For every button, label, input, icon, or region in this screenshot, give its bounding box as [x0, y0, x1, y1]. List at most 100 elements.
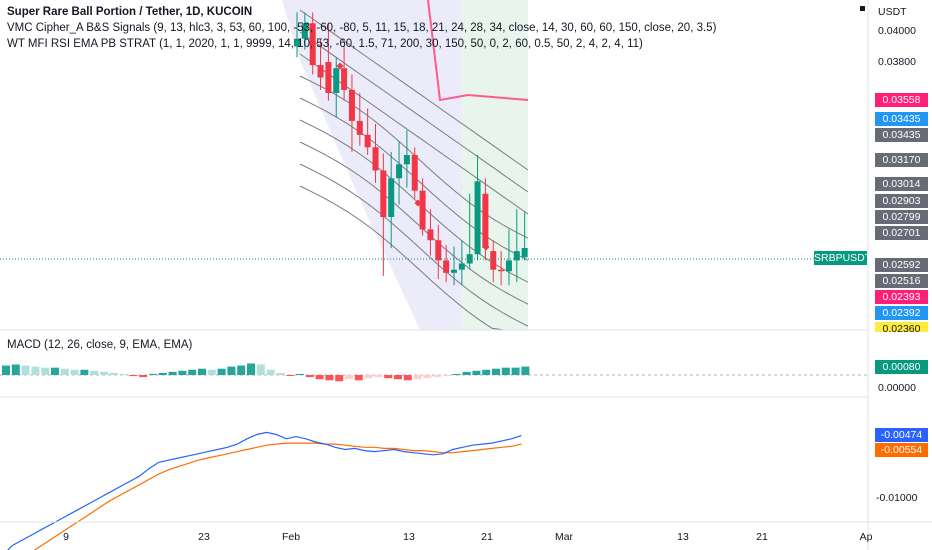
lower-tick: -0.01000 — [876, 492, 918, 504]
candlestick-series — [294, 12, 528, 286]
histogram-bar — [70, 369, 79, 375]
histogram-bar — [119, 373, 128, 375]
candle-body — [490, 251, 497, 270]
time-label: 13 — [677, 531, 689, 543]
histogram-bar — [139, 375, 148, 378]
currency-label[interactable]: USDT — [878, 6, 907, 18]
price-tag: 0.03435 — [875, 128, 928, 142]
histogram-bar — [296, 373, 304, 375]
histogram-bar — [158, 372, 167, 375]
indicator-legend-vmc[interactable]: VMC Cipher_A B&S Signals (9, 13, hlc3, 3… — [7, 22, 717, 34]
macd-histogram — [2, 363, 530, 382]
price-tag: 0.02393 — [875, 290, 928, 304]
time-label: 21 — [756, 531, 768, 543]
cipher-band-line — [299, 163, 529, 327]
candle-body — [309, 23, 316, 66]
histogram-bar — [129, 375, 138, 377]
histogram-bar — [51, 367, 59, 375]
histogram-bar — [472, 370, 481, 375]
macd-line — [7, 431, 522, 550]
cipher-band-line — [299, 141, 529, 305]
time-label: 13 — [403, 531, 415, 543]
candle-body — [443, 260, 450, 273]
histogram-bar — [501, 367, 510, 375]
histogram-bar — [335, 375, 344, 382]
candle-body — [505, 260, 512, 272]
sell-signal-diamond — [482, 243, 490, 251]
time-label: Mar — [554, 531, 574, 543]
histogram-bar — [90, 370, 99, 375]
candle-body — [482, 193, 489, 248]
candle-body — [451, 269, 457, 273]
candle-body — [435, 240, 442, 261]
cipher-band-line — [299, 185, 528, 331]
histogram-bar — [482, 369, 491, 375]
histogram-bar — [452, 373, 461, 375]
macd-legend[interactable]: MACD (12, 26, close, 9, EMA, EMA) — [7, 339, 193, 351]
price-tag: 0.02799 — [875, 210, 928, 224]
histogram-bar — [354, 375, 363, 381]
candle-body — [372, 147, 379, 171]
histogram-bar — [433, 375, 442, 378]
sell-signal-diamond — [336, 62, 344, 70]
histogram-bar — [60, 368, 69, 375]
candle-body — [466, 254, 473, 264]
histogram-bar — [325, 375, 334, 381]
cipher-band-line — [299, 31, 529, 193]
histogram-bar — [521, 366, 530, 375]
candle-body — [513, 251, 520, 261]
settings-dot-icon[interactable] — [860, 6, 865, 11]
candle-body — [341, 68, 348, 90]
sell-signal-diamond — [414, 199, 422, 207]
histogram-bar — [178, 370, 187, 375]
cipher-band-line — [299, 119, 529, 283]
macd-lines — [7, 431, 522, 550]
histogram-bar — [149, 373, 157, 375]
price-tag: 0.02701 — [875, 226, 928, 240]
price-tag: 0.02592 — [875, 258, 928, 272]
histogram-bar — [227, 366, 236, 375]
histogram-bar — [384, 375, 393, 379]
histogram-bar — [247, 363, 255, 375]
histogram-bar — [394, 375, 402, 380]
candle-body — [301, 23, 308, 39]
candle-body — [458, 263, 465, 270]
candle-body — [427, 229, 434, 241]
candle-body — [356, 120, 363, 135]
histogram-bar — [217, 368, 226, 375]
signal-line — [33, 442, 522, 550]
candle-body — [325, 62, 332, 93]
histogram-bar — [364, 375, 373, 379]
macd-line-tag: -0.00474 — [875, 428, 928, 442]
histogram-bar — [256, 364, 265, 375]
pink-band-line — [427, 0, 529, 102]
price-tag: 0.03558 — [875, 93, 928, 107]
time-label: 23 — [198, 531, 210, 543]
histogram-bar — [188, 369, 197, 375]
histogram-bar — [109, 372, 118, 375]
candle-body — [498, 269, 505, 272]
cipher-band-line — [299, 9, 529, 171]
candle-body — [396, 164, 403, 179]
candle-body — [411, 155, 418, 191]
histogram-bar — [168, 371, 177, 375]
histogram-bar — [315, 375, 324, 380]
indicator-legend-wt[interactable]: WT MFI RSI EMA PB STRAT (1, 1, 2020, 1, … — [7, 38, 643, 50]
histogram-bar — [443, 375, 451, 377]
histogram-bar — [80, 369, 89, 375]
price-tag: 0.02516 — [875, 274, 928, 288]
histogram-bar — [305, 375, 314, 378]
price-tag: 0.03435 — [875, 112, 928, 126]
histogram-bar — [423, 375, 432, 379]
histogram-bar — [492, 368, 500, 375]
histogram-bar — [198, 368, 206, 375]
candle-body — [474, 181, 481, 255]
time-label: Ap — [859, 531, 873, 543]
chart-title[interactable]: Super Rare Ball Portion / Tether, 1D, KU… — [7, 6, 253, 18]
histogram-bar — [403, 375, 412, 381]
candle-body — [333, 68, 340, 93]
cipher-band-line — [299, 75, 529, 239]
histogram-bar — [276, 372, 285, 375]
candle-body — [419, 190, 426, 230]
